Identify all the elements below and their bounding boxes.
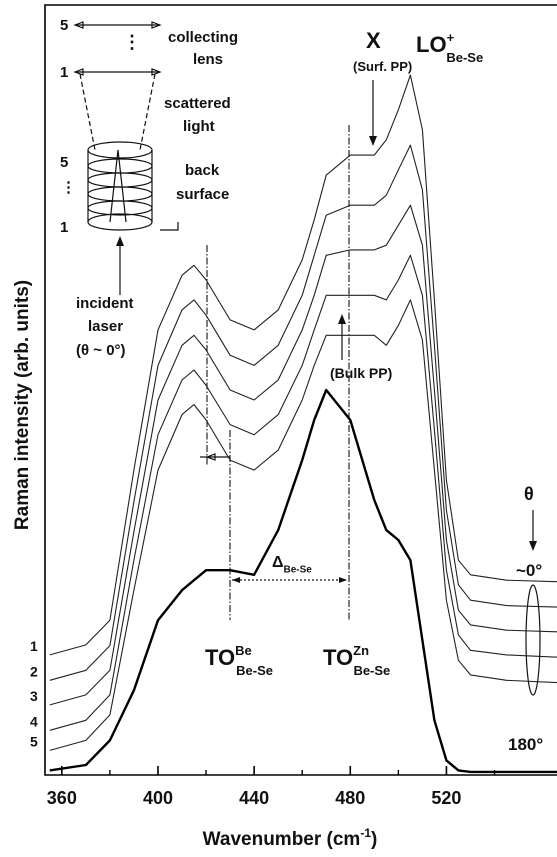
series-label: 4 [30,713,38,729]
cylinder-side [87,150,153,222]
annotation: 1 [60,219,68,236]
axis-frame [44,4,557,776]
arrow-head [338,314,346,324]
beam [109,149,127,223]
annotation-text: 1 [60,64,68,81]
series-line [49,388,557,774]
annotation: lens [193,51,223,68]
annotation-sub: Be-Se [236,663,273,678]
annotation-text: (Surf. PP) [353,59,412,74]
annotation-text: 5 [60,154,68,171]
sketch [73,21,541,696]
annotation-sub: Be-Se [284,565,313,576]
series-line [49,74,557,656]
annotation-text: collecting [168,29,238,46]
x-axis-label-text: Wavenumber (cm [203,829,361,850]
arrow-head [529,541,537,551]
annotation: LO+ Be-Se [416,30,483,65]
annotation: (θ ~ 0°) [76,342,126,359]
annotation: surface [176,186,229,203]
annotation-text: Δ [272,554,284,571]
series-line [49,204,557,706]
arrow-head [116,236,124,246]
arrow-head [369,136,377,146]
annotation-text: laser [88,318,123,335]
annotation-text: (θ ~ 0°) [76,342,126,359]
x-axis-label: Wavenumber (cm-1) [203,826,378,850]
annotation: 5 [60,17,68,34]
annotation: scattered [164,95,231,112]
annotation-text: LO [416,32,447,57]
annotation-text: lens [193,51,223,68]
annotation-text: (Bulk PP) [330,365,392,381]
annotation-text: surface [176,186,229,203]
annotation: 5 [60,154,68,171]
annotation-text: ⋮ [61,179,76,196]
annotation: θ [524,484,534,504]
annotation: (Surf. PP) [353,59,412,74]
curve-ellipse [525,584,541,696]
layer [87,172,153,188]
annotation-text: TO [323,645,353,670]
annotation-text: X [366,28,381,53]
annotation-sub: Be-Se [353,663,390,678]
x-axis-label-sup: -1 [360,826,371,840]
annotation: (Bulk PP) [330,365,392,381]
cylinder-top [87,141,153,159]
series-label: 5 [30,733,38,749]
annotation-text: 180° [508,735,543,754]
x-tick-label: 360 [47,788,77,808]
annotation: 180° [508,735,543,754]
annotation: light [183,118,215,135]
pointer [160,222,179,231]
x-axis-label-tail: ) [371,829,377,850]
arrow-head [73,21,162,29]
annotation: 1 [60,64,68,81]
annotation: ΔBe-Se [272,554,312,576]
annotation-text: light [183,118,215,135]
annotation-sub: Be-Se [446,50,483,65]
arrow-head [73,68,162,76]
shift-arrow [200,453,230,461]
annotation: back [185,162,220,179]
series-line [49,144,557,681]
annotation-text: ~0° [516,561,542,580]
x-tick-label: 400 [143,788,173,808]
annotation-sup: Be [235,643,252,658]
x-tick-label: 440 [239,788,269,808]
series-label: 2 [30,663,38,679]
y-axis-label: Raman intensity (arb. units) [12,280,33,530]
dashed-cone [79,73,156,151]
annotation-sup: Zn [353,643,369,658]
annotation: laser [88,318,123,335]
annotation: TOBe Be-Se [205,643,273,678]
annotation-text: 5 [60,17,68,34]
annotation-text: back [185,162,220,179]
layer [87,186,153,202]
annotation: X [366,28,381,53]
annotation: incident [76,295,134,312]
annotation-sup: + [447,30,455,45]
annotation: TOZn Be-Se [323,643,390,678]
series-line [49,299,557,751]
annotation: ~0° [516,561,542,580]
series-label: 3 [30,688,38,704]
annotation-text: scattered [164,95,231,112]
annotation-text: 1 [60,219,68,236]
cylinder-bottom [87,213,153,231]
layer [87,200,153,216]
annotation: collecting [168,29,238,46]
x-tick-label: 480 [335,788,365,808]
series-label: 1 [30,638,38,654]
series-line [49,254,557,731]
annotation-text: θ [524,484,534,504]
annotation-text: incident [76,295,134,312]
x-tick-label: 520 [431,788,461,808]
annotation: ⋮ [61,179,76,196]
annotation-text: ⋮ [123,32,141,52]
annotation-text: TO [205,645,235,670]
annotation: ⋮ [123,32,141,52]
